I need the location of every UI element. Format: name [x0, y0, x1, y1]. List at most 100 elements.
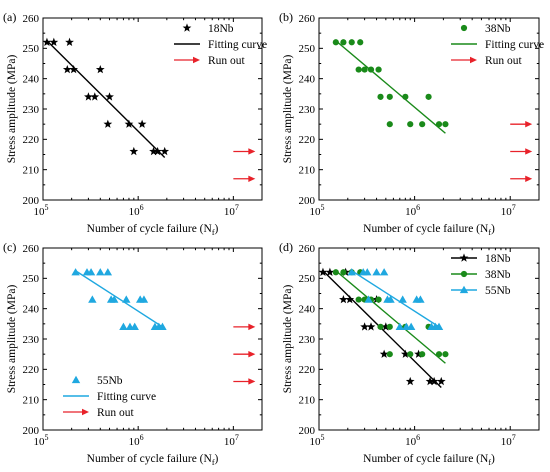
legend-entry: 18Nb [208, 23, 234, 35]
y-tick-label: 200 [299, 195, 316, 207]
legend-marker-swatch [459, 285, 469, 294]
data-point-star [65, 37, 74, 46]
y-tick-label: 230 [23, 334, 40, 346]
data-point-star [84, 92, 93, 101]
data-point-circle [442, 351, 449, 358]
data-point-circle [386, 351, 393, 358]
data-point-triangle [416, 295, 425, 303]
x-tick-label: 106 [405, 433, 420, 448]
data-point-triangle [130, 322, 139, 331]
data-point-star [379, 349, 389, 358]
y-tick-label: 260 [23, 243, 40, 255]
y-tick-label: 210 [299, 394, 316, 406]
legend-runout-swatch [63, 408, 89, 416]
legend-marker-swatch [71, 375, 81, 384]
data-point-circle [367, 66, 375, 73]
series-38Nb [332, 269, 449, 364]
legend-entry: 55Nb [97, 375, 123, 387]
y-tick-label: 220 [23, 364, 40, 376]
x-tick-label: 107 [224, 203, 239, 218]
legend-entry: 38Nb [485, 23, 511, 35]
data-point-star [325, 267, 335, 276]
y-axis-label: Stress amplitude (MPa) [6, 55, 18, 164]
panel-d: 200 210 220 230 240 250 260 105 106 107 Number of … [279, 240, 540, 467]
data-point-circle [386, 323, 393, 330]
data-point-star [95, 64, 105, 74]
runout-arrow [233, 378, 256, 385]
data-point-circle [386, 93, 393, 100]
legend-entry: Fitting curve [485, 39, 544, 51]
data-point-circle [442, 121, 449, 128]
data-point-star [149, 146, 158, 156]
y-tick-label: 250 [299, 43, 316, 55]
data-point-circle [386, 121, 393, 128]
data-point-triangle [379, 268, 389, 276]
data-point-star [405, 376, 415, 386]
data-point-circle [357, 39, 364, 46]
data-point-star [103, 119, 113, 128]
y-tick-label: 250 [299, 273, 316, 285]
y-tick-label: 230 [299, 104, 316, 116]
y-tick-label: 200 [23, 425, 40, 437]
legend-entry: 55Nb [485, 285, 511, 297]
data-point-triangle [372, 268, 381, 276]
runout-arrow-head [82, 408, 89, 416]
runout-arrow-head [248, 378, 256, 385]
x-axis-label: Number of cycle failure (Nf) [363, 223, 495, 237]
runout-arrow [233, 350, 256, 358]
data-point-circle [355, 296, 362, 303]
data-point-circle [361, 66, 368, 73]
data-point-circle [407, 351, 414, 358]
data-point-circle [332, 269, 339, 276]
data-point-triangle [398, 295, 407, 303]
x-tick-label: 105 [34, 203, 49, 218]
data-point-star [62, 64, 72, 74]
data-point-circle [340, 39, 347, 46]
y-tick-label: 250 [23, 273, 40, 285]
data-point-star [69, 64, 79, 74]
x-tick-label: 105 [310, 203, 325, 218]
data-point-triangle [86, 268, 96, 276]
y-tick-label: 210 [23, 164, 40, 176]
runout-arrow-head [248, 350, 256, 358]
data-point-circle [332, 39, 339, 46]
data-point-star [366, 322, 376, 331]
y-tick-label: 230 [299, 334, 316, 346]
legend: 38Nb Fitting curve Run out [451, 23, 544, 67]
y-tick-label: 220 [299, 364, 316, 376]
x-tick-label: 106 [405, 203, 420, 218]
y-tick-label: 200 [23, 195, 40, 207]
data-point-circle [377, 323, 384, 330]
y-tick-label: 240 [23, 303, 40, 315]
y-tick-label: 230 [23, 104, 40, 116]
data-point-star [42, 37, 52, 46]
legend-entry: Run out [485, 55, 523, 67]
runout-arrow [510, 120, 533, 128]
legend-entry: Run out [208, 55, 246, 67]
runout-arrow-head [248, 323, 256, 331]
y-tick-label: 240 [299, 303, 316, 315]
data-point-star [414, 349, 423, 358]
x-tick-label: 105 [34, 433, 49, 448]
legend-marker-swatch [460, 270, 468, 278]
y-tick-label: 240 [299, 73, 316, 85]
panel-letter: (c) [3, 240, 16, 254]
data-point-triangle [139, 295, 149, 303]
legend-entry: Run out [97, 407, 135, 419]
data-point-triangle [110, 295, 119, 303]
data-point-triangle [395, 322, 404, 331]
data-point-star [137, 119, 147, 128]
data-point-star [381, 322, 391, 331]
data-point-circle [419, 351, 426, 358]
data-point-star [153, 146, 162, 156]
runout-arrow [510, 175, 533, 182]
y-axis-label: Stress amplitude (MPa) [282, 285, 294, 394]
data-point-triangle [347, 268, 356, 276]
runout-arrow [233, 148, 256, 155]
fitting-curve-line [75, 270, 163, 328]
legend-entry: 38Nb [485, 269, 511, 281]
data-point-triangle [386, 295, 395, 303]
runout-arrow-head [193, 56, 200, 64]
y-tick-label: 260 [23, 13, 40, 25]
legend: 18Nb 38Nb 55Nb [451, 253, 511, 297]
